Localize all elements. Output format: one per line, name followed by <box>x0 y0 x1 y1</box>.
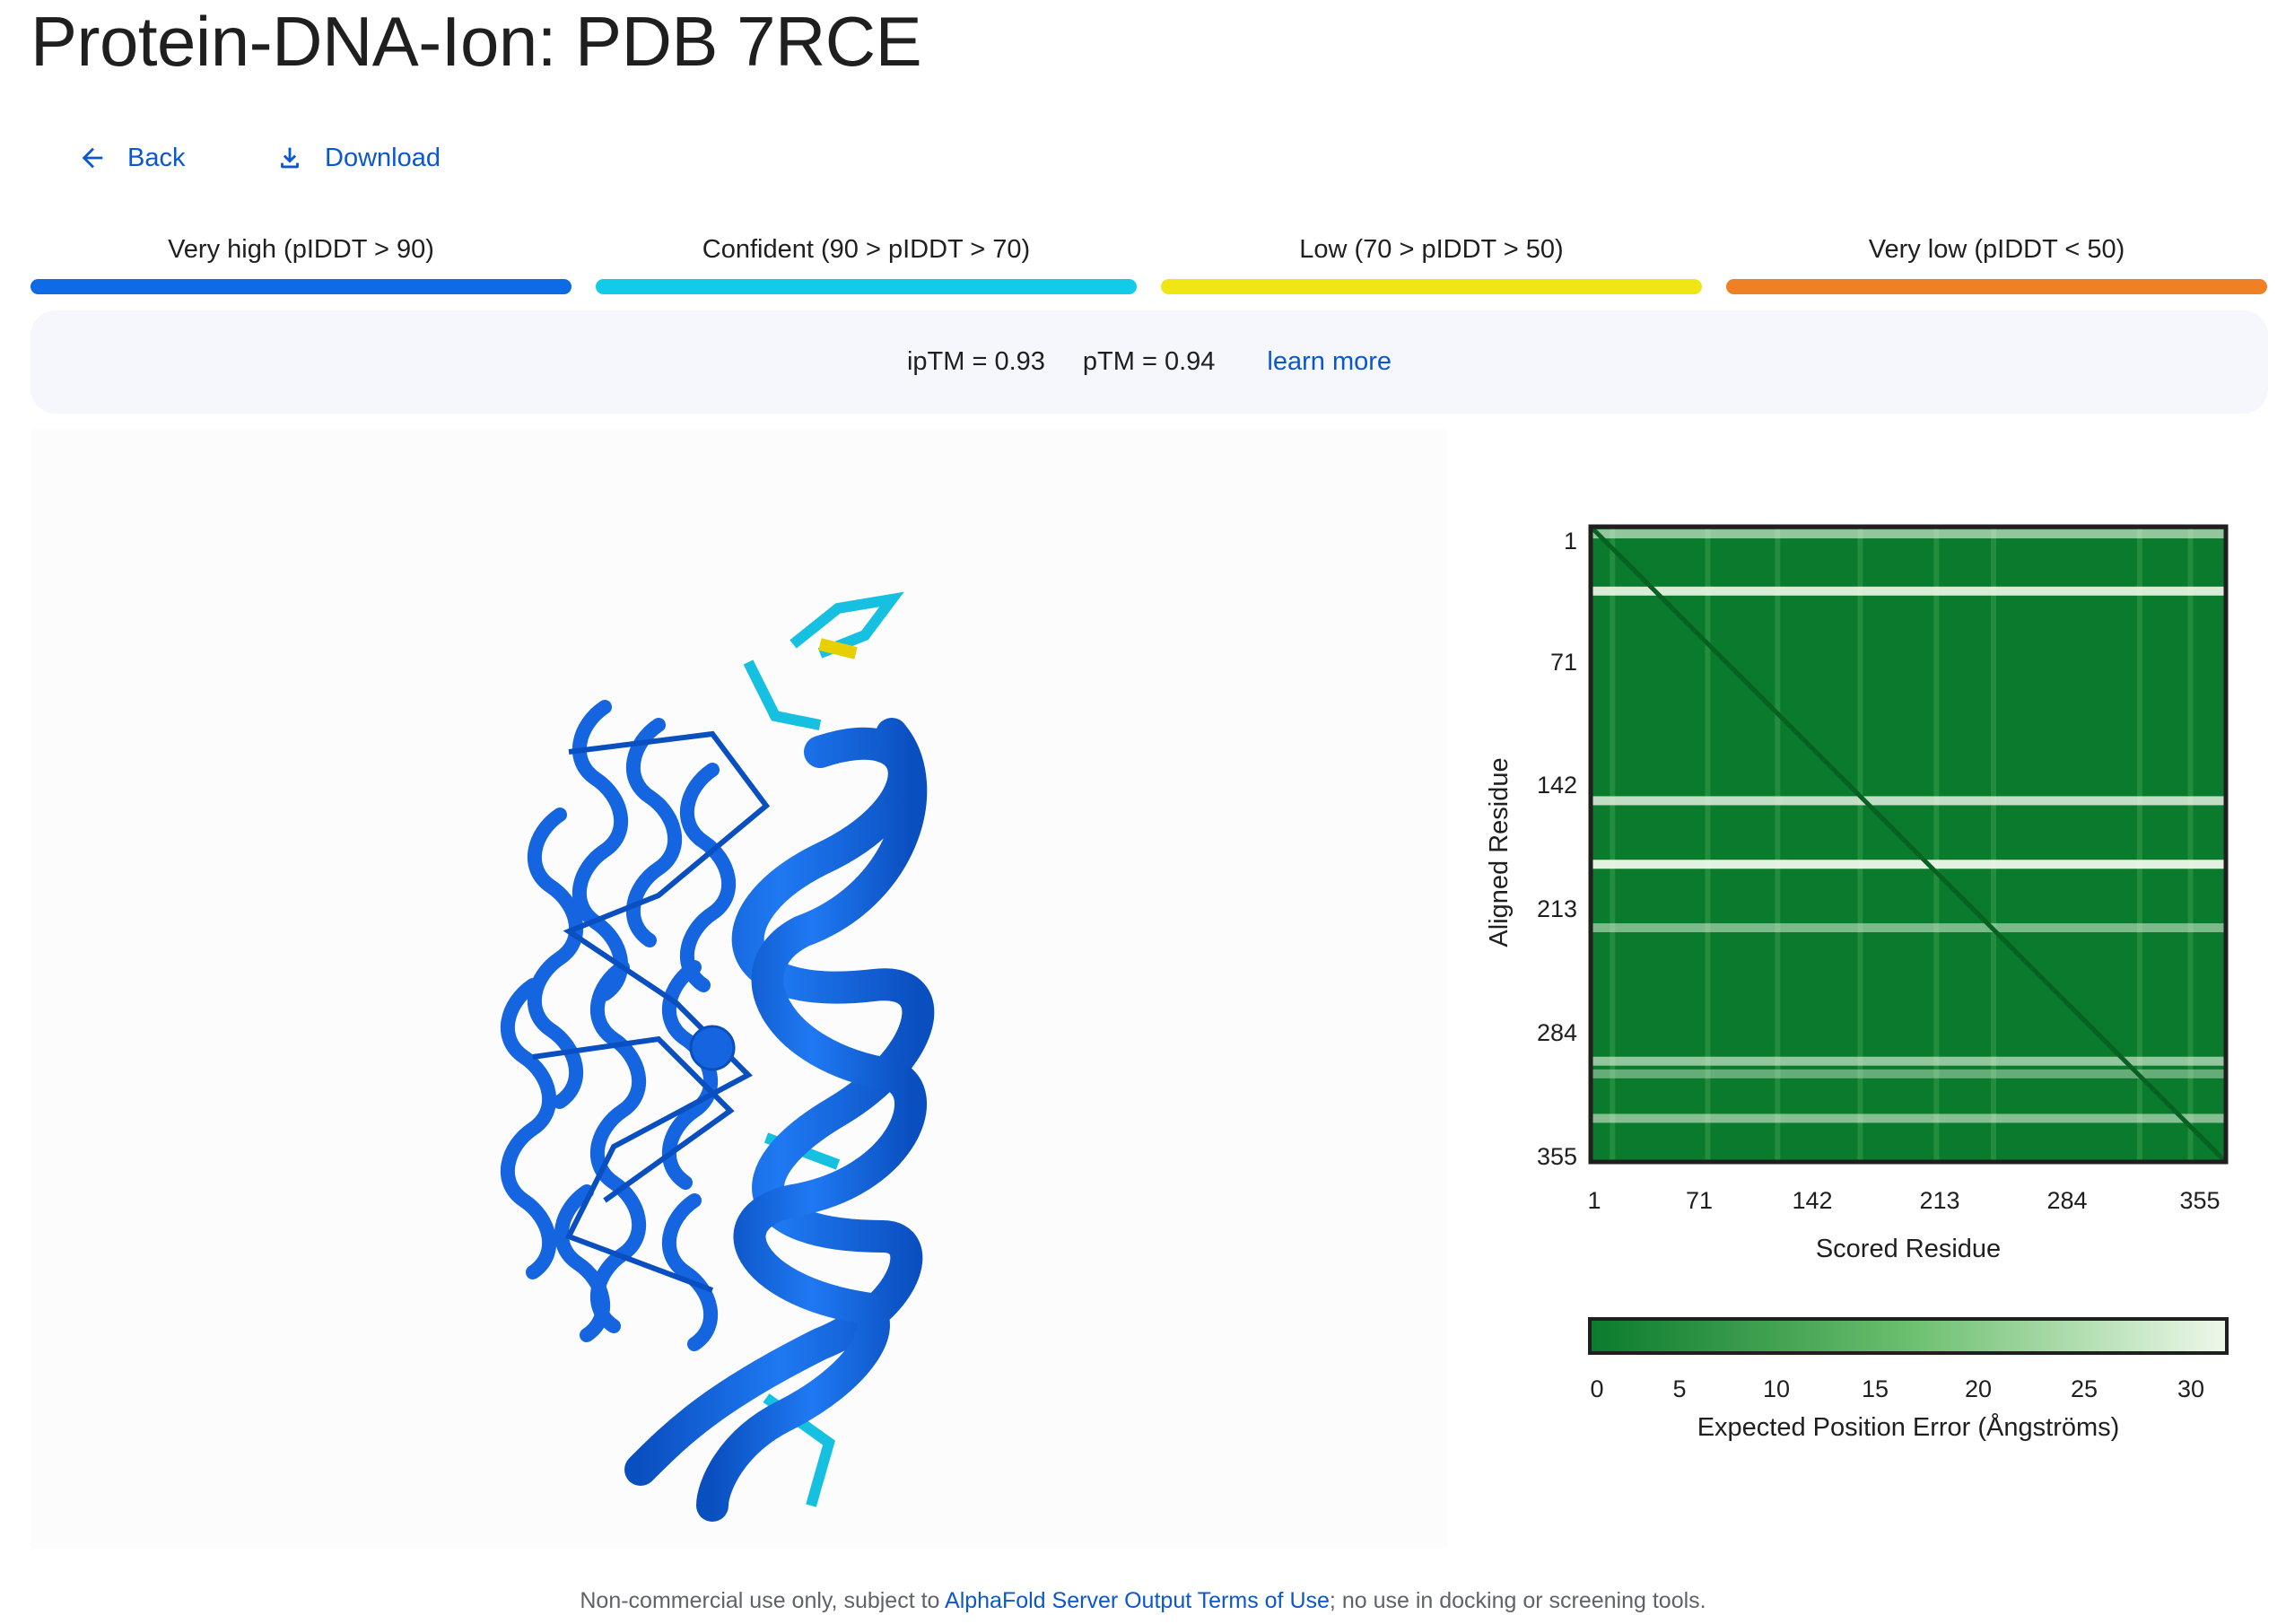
page-title: Protein-DNA-Ion: PDB 7RCE <box>31 2 922 81</box>
footer-prefix: Non-commercial use only, subject to <box>580 1588 946 1613</box>
pae-colorbar-tick: 25 <box>2071 1375 2098 1402</box>
pae-y-tick: 71 <box>1550 649 1577 676</box>
iptm-score: ipTM = 0.93 <box>906 347 1045 376</box>
heatmap-vband <box>1933 527 1940 1162</box>
pae-y-tick: 213 <box>1537 895 1577 922</box>
pae-y-tick: 142 <box>1537 772 1577 799</box>
pae-x-tick: 142 <box>1792 1187 1832 1214</box>
heatmap-stripe <box>1591 796 2226 806</box>
legend-confident: Confident (90 > pIDDT > 70) <box>596 231 1137 294</box>
heatmap-vband <box>2187 527 2194 1162</box>
pae-colorbar-tick: 15 <box>1862 1375 1889 1402</box>
pae-y-tick: 1 <box>1564 528 1577 554</box>
download-button[interactable]: Download <box>275 135 441 181</box>
back-label: Back <box>127 143 186 172</box>
pae-y-tick: 284 <box>1537 1019 1577 1046</box>
legend-very-low: Very low (pIDDT < 50) <box>1726 231 2267 294</box>
protein-structure-render <box>501 591 935 1522</box>
pae-x-tick: 355 <box>2179 1187 2220 1214</box>
heatmap-vband <box>1991 527 1997 1162</box>
structure-viewer[interactable] <box>31 429 1448 1549</box>
heatmap-vband <box>1857 527 1863 1162</box>
heatmap-diagonal <box>1589 525 2228 1164</box>
pae-colorbar-tick: 30 <box>2177 1375 2204 1402</box>
legend-label: Very low (pIDDT < 50) <box>1868 235 2125 264</box>
pae-x-tick: 71 <box>1686 1187 1713 1214</box>
pae-colorbar-tick: 0 <box>1590 1375 1603 1402</box>
arrow-left-icon <box>77 143 108 173</box>
legend-low: Low (70 > pIDDT > 50) <box>1161 231 1702 294</box>
pae-y-tick: 355 <box>1537 1143 1577 1170</box>
terms-footer: Non-commercial use only, subject to Alph… <box>0 1588 2286 1614</box>
heatmap-stripe <box>1591 1056 2226 1066</box>
ion-sphere <box>689 1025 736 1071</box>
heatmap-stripe <box>1591 923 2226 933</box>
legend-bar <box>596 279 1137 294</box>
footer-suffix: ; no use in docking or screening tools. <box>1329 1588 1706 1613</box>
legend-very-high: Very high (pIDDT > 90) <box>31 231 572 294</box>
heatmap-vband <box>2136 527 2142 1162</box>
ptm-score: pTM = 0.94 <box>1082 347 1216 376</box>
heatmap-stripe <box>1591 1069 2226 1078</box>
legend-bar <box>1161 279 1702 294</box>
pae-colorbar <box>1588 1317 2229 1355</box>
heatmap-vband <box>1775 527 1781 1162</box>
heatmap-vband <box>1610 527 1616 1162</box>
pae-colorbar-label: Expected Position Error (Ångströms) <box>1697 1412 2120 1442</box>
back-button[interactable]: Back <box>77 135 185 181</box>
heatmap-stripe <box>1591 860 2226 869</box>
pae-x-title: Scored Residue <box>1816 1235 2001 1263</box>
heatmap-frame <box>1588 524 2229 1165</box>
pae-x-tick: 284 <box>2046 1187 2087 1214</box>
terms-link[interactable]: AlphaFold Server Output Terms of Use <box>945 1588 1330 1613</box>
confidence-scores: ipTM = 0.93 pTM = 0.94 learn more <box>31 310 2268 414</box>
pae-colorbar-tick: 5 <box>1672 1375 1686 1402</box>
pae-x-tick: 1 <box>1587 1187 1601 1214</box>
heatmap-vband <box>1705 527 1711 1162</box>
heatmap-stripe <box>1591 529 2226 539</box>
pae-panel: 1 71 142 213 284 355 1 71 142 213 284 355 Aligned … <box>1485 524 2229 1442</box>
pae-heatmap[interactable] <box>1588 524 2229 1165</box>
learn-more-link[interactable]: learn more <box>1267 347 1392 376</box>
heatmap-stripe <box>1591 1113 2226 1123</box>
pae-colorbar-tick: 10 <box>1763 1375 1790 1402</box>
download-label: Download <box>325 143 441 172</box>
pae-x-tick: 213 <box>1919 1187 1959 1214</box>
pae-y-title: Aligned Residue <box>1485 757 1514 947</box>
pae-colorbar-tick: 20 <box>1965 1375 1992 1402</box>
legend-bar <box>31 279 572 294</box>
legend-bar <box>1726 279 2267 294</box>
legend-label: Low (70 > pIDDT > 50) <box>1299 235 1564 264</box>
download-icon <box>275 143 305 173</box>
heatmap-stripe <box>1591 586 2226 596</box>
legend-label: Very high (pIDDT > 90) <box>168 235 434 264</box>
legend-label: Confident (90 > pIDDT > 70) <box>702 235 1031 264</box>
